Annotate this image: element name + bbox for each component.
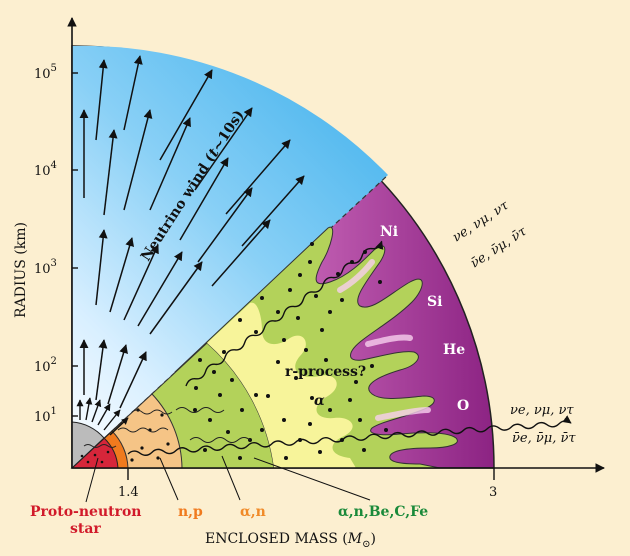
svg-text:105: 105: [34, 63, 57, 82]
nu-lower-line-1: νe, νμ, ντ: [510, 403, 574, 418]
y-tick-labels: 105 104 103 102 101: [34, 63, 57, 425]
y-tick-exp: 1: [51, 406, 57, 417]
np-label: n,p: [178, 504, 203, 520]
wiggle-lines: [83, 407, 251, 448]
neutrino-path-upper: [185, 240, 384, 387]
proto-neutron-label-1: Proto-neutron: [30, 504, 141, 520]
proto-neutron-label-2: star: [70, 521, 101, 537]
y-tick-exp: 3: [51, 258, 57, 269]
y-axis-title: RADIUS (km): [13, 222, 29, 318]
x-axis-title: ENCLOSED MASS (M⊙): [205, 531, 376, 550]
alpha-label: α: [314, 393, 325, 409]
x-axis-title-sub: ⊙: [362, 539, 370, 550]
x-axis-title-symbol: M: [347, 531, 363, 547]
y-tick-label: 10: [34, 360, 51, 375]
x-tick-label-2: 3: [489, 485, 497, 500]
y-tick-label: 10: [34, 410, 51, 425]
svg-text:101: 101: [34, 406, 57, 425]
svg-text:102: 102: [34, 356, 57, 375]
leader-lines: [85, 455, 371, 503]
alpha-n-label: α,n: [240, 504, 266, 520]
x-tick-label-1: 1.4: [118, 485, 139, 500]
he-label: He: [443, 342, 465, 358]
rprocess-label: r-process?: [285, 364, 366, 380]
si-label: Si: [427, 294, 442, 310]
neutrino-path-lower: [127, 415, 572, 456]
ni-label: Ni: [380, 224, 398, 240]
y-tick-label: 10: [34, 262, 51, 277]
finger-highlight-1: [337, 259, 375, 293]
svg-text:104: 104: [34, 160, 57, 179]
svg-text:103: 103: [34, 258, 57, 277]
nu-lower-line-2: ν̄e, ν̄μ, ν̄τ: [512, 431, 576, 446]
y-tick-marks: [72, 72, 78, 417]
neutrino-wind-region: [72, 45, 388, 469]
wind-arrows: [79, 55, 305, 409]
o-label: O: [457, 398, 469, 414]
y-tick-label: 10: [34, 67, 51, 82]
alpha-n-be-c-fe-label: α,n,Be,C,Fe: [338, 504, 428, 520]
finger-highlight-3: [375, 407, 431, 421]
y-tick-exp: 4: [51, 160, 57, 171]
x-axis-title-text: ENCLOSED MASS (: [205, 531, 348, 547]
wedge-boundary-core: [71, 421, 123, 469]
y-tick-exp: 2: [51, 356, 57, 367]
y-tick-exp: 5: [51, 63, 57, 74]
finger-highlight-2: [365, 334, 413, 347]
y-tick-label: 10: [34, 164, 51, 179]
x-axis-title-close: ): [370, 531, 375, 547]
core-arrows: [76, 397, 129, 436]
